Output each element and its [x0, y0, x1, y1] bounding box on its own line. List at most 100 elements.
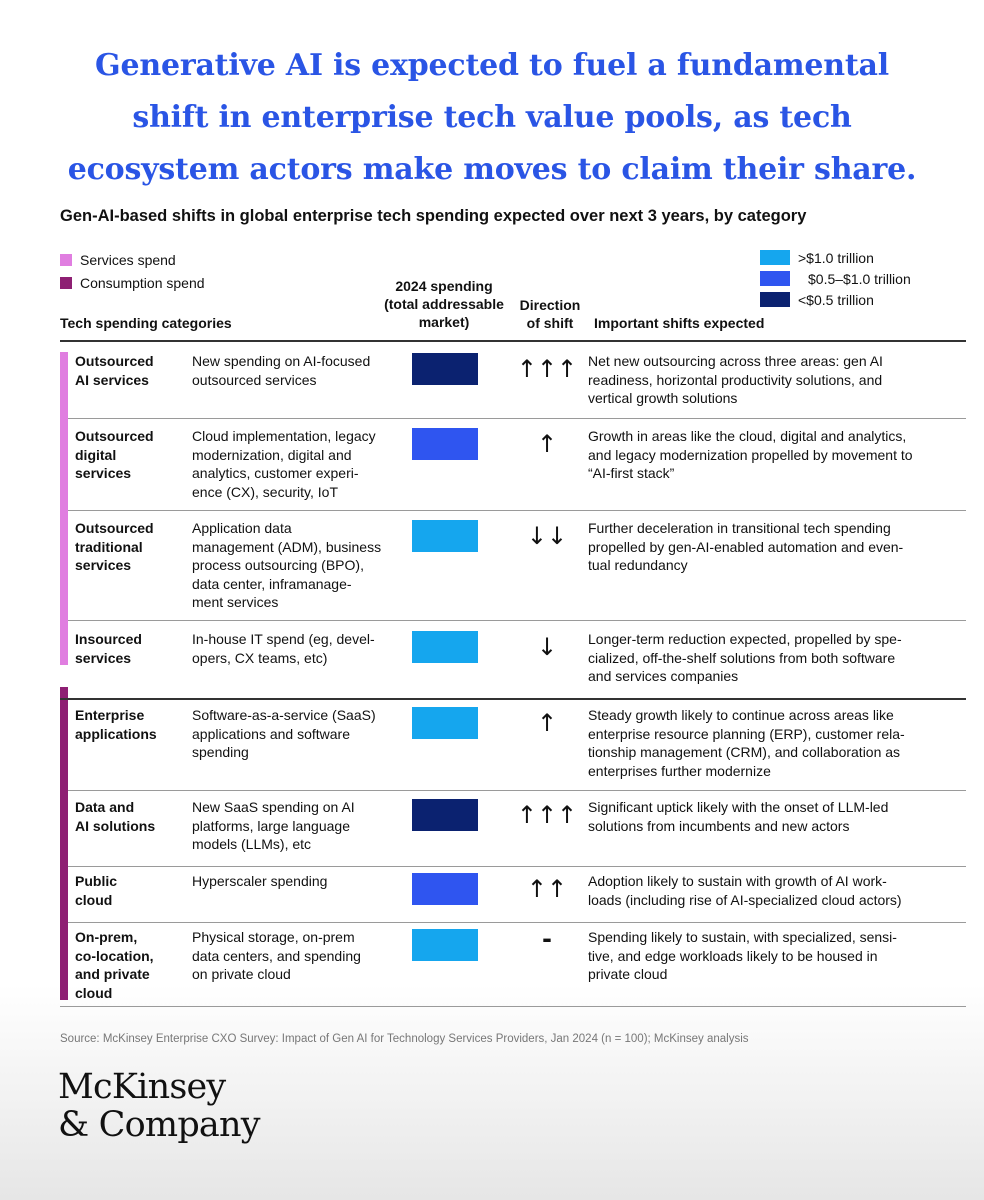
- spending-box: [412, 799, 478, 831]
- text-line: New SaaS spending on AI: [192, 799, 355, 815]
- text-line: Further deceleration in transitional tec…: [588, 520, 891, 536]
- text-line: services: [75, 649, 132, 666]
- spending-box: [412, 353, 478, 385]
- text-line: data center, inframanage-: [192, 575, 352, 592]
- column-header-spending: 2024 spending (total addressable market): [378, 277, 510, 331]
- direction-arrows: ↑↑: [526, 875, 568, 903]
- text-line: Adoption likely to sustain with growth o…: [588, 873, 887, 889]
- text-line: outsourced services: [192, 371, 317, 388]
- category-name: Outsourced AI services: [75, 352, 185, 389]
- small-swatch: [760, 292, 790, 307]
- category-description: Software-as-a-service (SaaS) applications…: [192, 706, 402, 762]
- spending-box: [412, 873, 478, 905]
- text-line: opers, CX teams, etc): [192, 649, 328, 666]
- spending-box: [412, 631, 478, 663]
- shift-description: Longer-term reduction expected, propelle…: [588, 630, 950, 686]
- legend-item-large: >$1.0 trillion: [760, 247, 911, 268]
- spending-box: [412, 929, 478, 961]
- text-line: modernization, digital and: [192, 446, 352, 463]
- direction-arrows: ↑: [536, 430, 558, 458]
- text-line: tual redundancy: [588, 557, 688, 573]
- consumption-group-bar: [60, 687, 68, 1000]
- shift-description: Adoption likely to sustain with growth o…: [588, 872, 950, 909]
- shift-description: Further deceleration in transitional tec…: [588, 519, 950, 575]
- text-line: Physical storage, on-prem: [192, 929, 355, 945]
- text-line: services: [75, 465, 132, 481]
- category-name: Outsourced digital services: [75, 427, 185, 483]
- text-line: and services companies: [588, 668, 739, 684]
- chart-subtitle: Gen-AI-based shifts in global enterprise…: [60, 207, 807, 225]
- shift-description: Steady growth likely to continue across …: [588, 706, 950, 780]
- logo-line-1: McKinsey: [58, 1067, 226, 1107]
- category-description: Cloud implementation, legacy modernizatio…: [192, 427, 402, 501]
- spend-header-line: (total addressable: [384, 296, 504, 312]
- text-line: AI services: [75, 371, 149, 388]
- legend-label: Services spend: [80, 251, 176, 268]
- text-line: Outsourced: [75, 353, 154, 369]
- text-line: spending: [192, 744, 249, 760]
- spending-box: [412, 520, 478, 552]
- text-line: analytics, customer experi-: [192, 465, 359, 481]
- text-line: Growth in areas like the cloud, digital …: [588, 428, 907, 444]
- text-line: “AI-first stack”: [588, 465, 675, 481]
- consumption-swatch: [60, 276, 72, 289]
- spending-box: [412, 707, 478, 739]
- text-line: Net new outsourcing across three areas: …: [588, 353, 883, 369]
- row-divider: [60, 698, 966, 700]
- text-line: enterprises further modernize: [588, 762, 771, 779]
- direction-arrows: -: [542, 925, 552, 953]
- text-line: AI solutions: [75, 817, 156, 834]
- category-name: Insourced services: [75, 630, 185, 667]
- shift-description: Growth in areas like the cloud, digital …: [588, 427, 950, 483]
- row-divider: [68, 866, 966, 867]
- direction-header-line: of shift: [526, 315, 574, 331]
- text-line: vertical growth solutions: [588, 390, 738, 406]
- text-line: On-prem,: [75, 929, 138, 945]
- row-divider: [68, 620, 966, 621]
- text-line: Enterprise: [75, 707, 145, 723]
- text-line: tionship management (CRM), and collabora…: [588, 744, 901, 760]
- text-line: applications: [75, 725, 157, 742]
- spending-box: [412, 428, 478, 460]
- spend-size-legend: >$1.0 trillion $0.5–$1.0 trillion <$0.5 …: [760, 247, 911, 310]
- text-line: Steady growth likely to continue across …: [588, 707, 894, 723]
- text-line: cloud: [75, 984, 113, 1001]
- text-line: Outsourced: [75, 428, 154, 444]
- text-line: platforms, large language: [192, 817, 350, 834]
- legend-item-consumption: Consumption spend: [60, 271, 205, 294]
- category-name: Public cloud: [75, 872, 185, 909]
- row-divider: [68, 510, 966, 511]
- legend-label: <$0.5 trillion: [798, 291, 874, 308]
- text-line: Hyperscaler spending: [192, 873, 328, 889]
- text-line: propelled by gen-AI-enabled automation a…: [588, 538, 904, 555]
- text-line: services: [75, 557, 132, 573]
- text-line: Significant uptick likely with the onset…: [588, 799, 889, 815]
- logo-line-2: & Company: [58, 1105, 261, 1145]
- source-note: Source: McKinsey Enterprise CXO Survey: …: [60, 1033, 749, 1045]
- legend-item-services: Services spend: [60, 248, 205, 271]
- direction-arrows: ↓↓: [526, 522, 568, 550]
- legend-label: Consumption spend: [80, 274, 205, 291]
- direction-arrows: ↑↑↑: [516, 355, 578, 383]
- category-name: Outsourced traditional services: [75, 519, 185, 575]
- text-line: cloud: [75, 891, 113, 908]
- text-line: Insourced: [75, 631, 142, 647]
- direction-arrows: ↓: [536, 633, 558, 661]
- text-line: Application data: [192, 520, 292, 536]
- text-line: applications and software: [192, 725, 350, 742]
- text-line: ence (CX), security, IoT: [192, 483, 339, 500]
- text-line: traditional: [75, 538, 143, 555]
- text-line: management (ADM), business: [192, 538, 382, 555]
- shift-description: Net new outsourcing across three areas: …: [588, 352, 950, 408]
- text-line: Longer-term reduction expected, propelle…: [588, 631, 902, 647]
- text-line: ment services: [192, 594, 279, 610]
- headline-line-3: ecosystem actors make moves to claim the…: [67, 152, 917, 187]
- text-line: and private: [75, 966, 150, 982]
- row-divider: [68, 790, 966, 791]
- text-line: In-house IT spend (eg, devel-: [192, 631, 375, 647]
- text-line: Data and: [75, 799, 135, 815]
- text-line: readiness, horizontal productivity solut…: [588, 371, 883, 388]
- text-line: New spending on AI-focused: [192, 353, 371, 369]
- legend-item-medium: $0.5–$1.0 trillion: [760, 268, 911, 289]
- medium-swatch: [760, 271, 790, 286]
